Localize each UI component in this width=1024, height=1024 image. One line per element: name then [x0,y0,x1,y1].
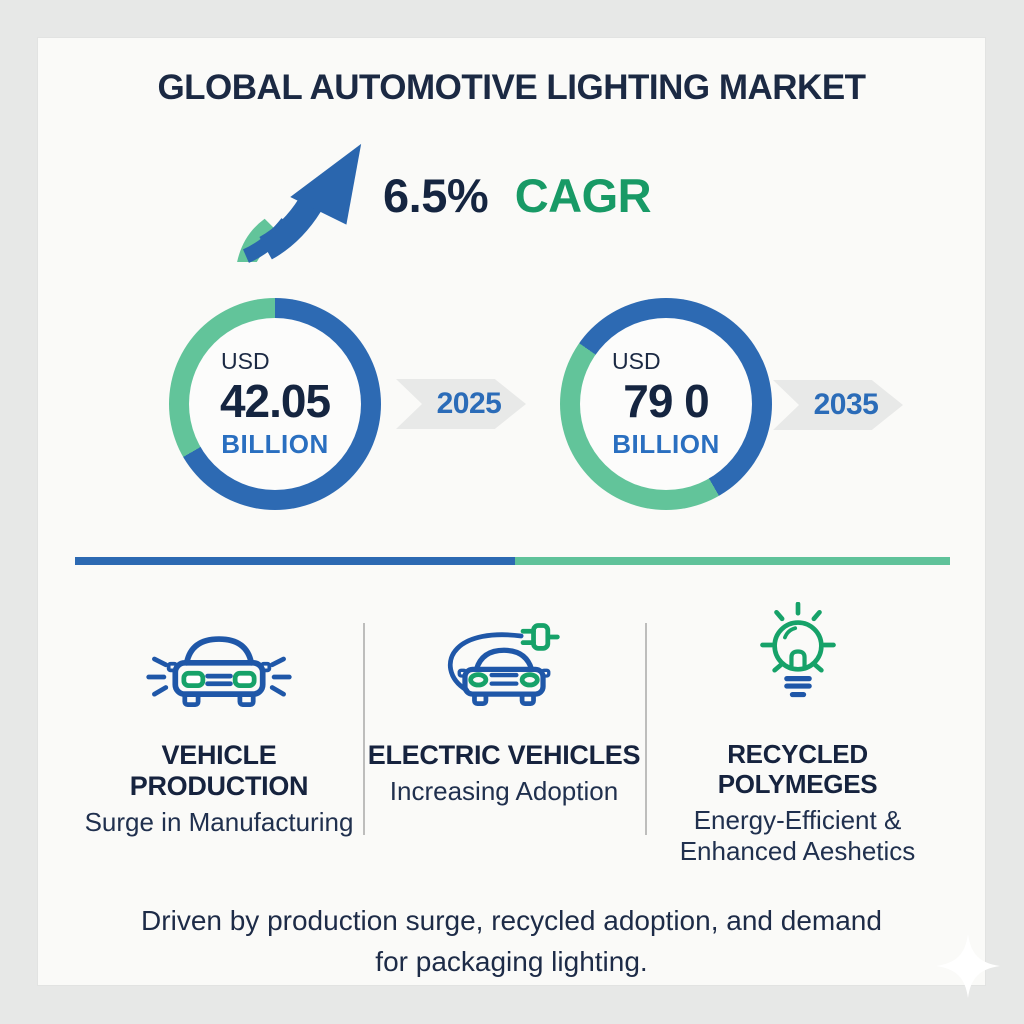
year-label: 2035 [813,388,879,421]
driver-column-electric-vehicles: ELECTRIC VEHICLES Increasing Adoption [363,614,645,867]
page-title: GLOBAL AUTOMOTIVE LIGHTING MARKET [157,68,866,107]
footer-text: Driven by production surge, recycled ado… [141,905,882,978]
column-divider [645,623,647,835]
year-banner-2025: 2025 [396,379,526,429]
stat-unit: BILLION [612,428,720,459]
car-headlights-icon [146,636,292,707]
stat-unit: BILLION [221,428,329,459]
donut-hole: USD 79 0 BILLION [580,318,752,490]
donut-chart-2035: USD 79 0 BILLION [560,298,772,510]
lightbulb-icon [759,602,836,698]
driver-subtitle: Increasing Adoption [389,776,619,807]
cagr-text: 6.5% CAGR [383,168,652,223]
cagr-label: CAGR [514,169,652,222]
driver-column-recycled-polymers: RECYCLED POLYMEGES Energy-Efficient & En… [645,602,950,867]
icon-box [750,602,846,716]
drivers-section: VEHICLE PRODUCTION Surge in Manufacturin… [75,602,950,867]
year-banner-2035: 2035 [773,380,903,430]
stat-currency: USD [612,348,661,375]
stat-currency: USD [221,348,270,375]
stat-value: 42.05 [219,375,331,428]
section-divider [75,557,950,565]
column-divider [363,623,365,835]
driver-column-vehicle-production: VEHICLE PRODUCTION Surge in Manufacturin… [75,614,363,867]
donut-chart-2025: USD 42.05 BILLION [169,298,381,510]
icon-box [438,614,570,716]
driver-title: VEHICLE PRODUCTION [129,740,309,802]
driver-title: RECYCLED POLYMEGES [717,739,878,799]
driver-title: ELECTRIC VEHICLES [367,740,641,770]
growth-arrow-icon [237,143,362,263]
driver-subtitle: Energy-Efficient & Enhanced Aeshetics [679,804,916,866]
driver-subtitle: Surge in Manufacturing [84,807,354,838]
icon-box [139,614,299,716]
donut-hole: USD 42.05 BILLION [189,318,361,490]
electric-vehicle-icon [447,623,560,706]
infographic-card: GLOBAL AUTOMOTIVE LIGHTING MARKET 6.5% C… [38,38,985,985]
year-label: 2025 [436,387,502,420]
stat-value: 79 0 [623,375,710,428]
sparkle-icon [936,934,1000,998]
cagr-value: 6.5% [383,169,489,222]
footer: Driven by production surge, recycled ado… [38,900,985,983]
